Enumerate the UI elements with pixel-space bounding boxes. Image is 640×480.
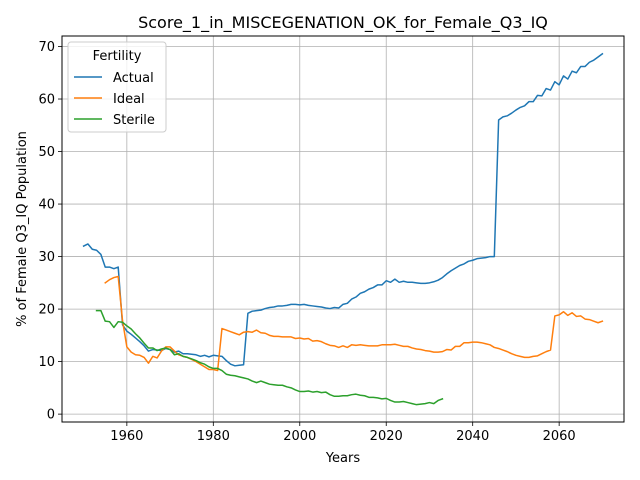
legend-title: Fertility xyxy=(93,49,142,64)
series-lines xyxy=(82,52,604,406)
grid-lines xyxy=(62,36,624,422)
y-tick-label: 0 xyxy=(47,408,55,423)
legend-label-actual: Actual xyxy=(113,71,154,86)
y-tick-label: 60 xyxy=(38,93,55,108)
legend-label-ideal: Ideal xyxy=(113,92,145,107)
series-line-sterile xyxy=(95,309,444,406)
y-tick-label: 50 xyxy=(38,145,55,160)
y-tick-label: 30 xyxy=(38,250,55,265)
y-tick-label: 40 xyxy=(38,198,55,213)
x-tick-label: 1980 xyxy=(197,429,230,444)
legend-box xyxy=(67,41,167,133)
legend-label-sterile: Sterile xyxy=(113,113,155,128)
y-axis-label: % of Female Q3_IQ Population xyxy=(15,131,30,327)
plot-frame xyxy=(61,35,625,423)
x-tick-label: 2060 xyxy=(543,429,576,444)
axis-ticks: 1960 1980 2000 2020 2040 2060 0 10 20 30 40 50 60 70 xyxy=(38,40,575,444)
x-tick-label: 2020 xyxy=(370,429,403,444)
chart-title: Score_1_in_MISCEGENATION_OK_for_Female_Q… xyxy=(138,13,548,33)
legend: Fertility Actual Ideal Sterile xyxy=(67,41,167,133)
x-axis-label: Years xyxy=(325,451,361,466)
x-tick-label: 2000 xyxy=(283,429,316,444)
y-tick-label: 20 xyxy=(38,303,55,318)
x-tick-label: 1960 xyxy=(110,429,143,444)
y-tick-label: 10 xyxy=(38,355,55,370)
y-tick-label: 70 xyxy=(38,40,55,55)
x-tick-label: 2040 xyxy=(456,429,489,444)
